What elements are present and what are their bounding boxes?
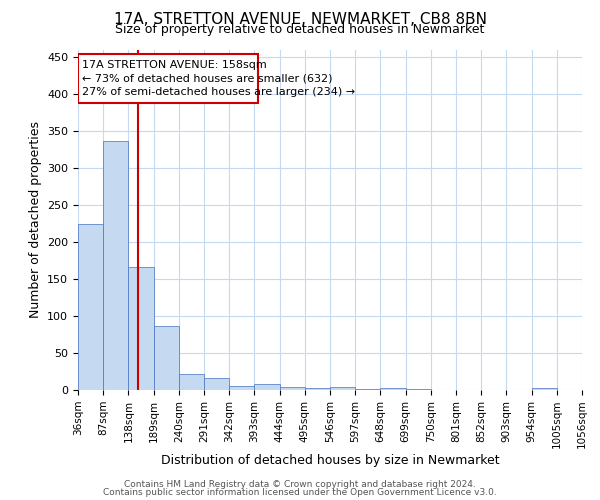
Y-axis label: Number of detached properties: Number of detached properties	[29, 122, 41, 318]
Bar	[254, 384, 280, 390]
Bar	[78, 54, 258, 103]
Text: 27% of semi-detached houses are larger (234) →: 27% of semi-detached houses are larger (…	[82, 88, 355, 98]
Bar	[103, 141, 128, 390]
Bar	[229, 386, 254, 390]
Bar	[204, 378, 229, 390]
Text: 17A STRETTON AVENUE: 158sqm: 17A STRETTON AVENUE: 158sqm	[82, 60, 267, 70]
Text: ← 73% of detached houses are smaller (632): ← 73% of detached houses are smaller (63…	[82, 74, 332, 84]
Bar	[380, 388, 406, 390]
Bar	[154, 326, 179, 390]
Text: Contains HM Land Registry data © Crown copyright and database right 2024.: Contains HM Land Registry data © Crown c…	[124, 480, 476, 489]
Text: Contains public sector information licensed under the Open Government Licence v3: Contains public sector information licen…	[103, 488, 497, 497]
Text: 17A, STRETTON AVENUE, NEWMARKET, CB8 8BN: 17A, STRETTON AVENUE, NEWMARKET, CB8 8BN	[113, 12, 487, 28]
X-axis label: Distribution of detached houses by size in Newmarket: Distribution of detached houses by size …	[161, 454, 499, 467]
Bar	[128, 266, 154, 390]
Bar	[305, 388, 330, 390]
Bar	[330, 387, 355, 390]
Bar	[78, 224, 103, 390]
Bar	[532, 388, 557, 390]
Text: Size of property relative to detached houses in Newmarket: Size of property relative to detached ho…	[115, 24, 485, 36]
Bar	[179, 374, 204, 390]
Bar	[280, 387, 305, 390]
